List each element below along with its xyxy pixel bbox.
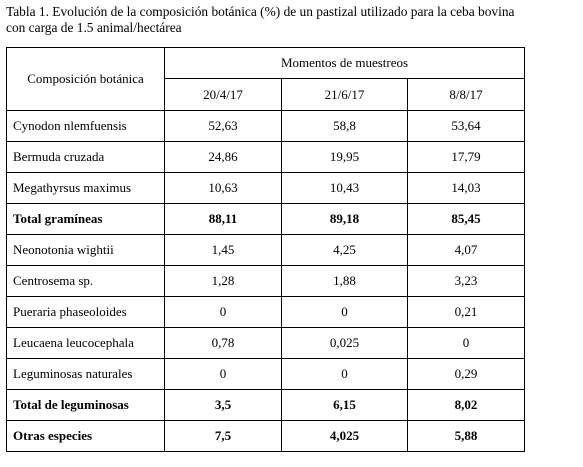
value-cell: 0 xyxy=(406,327,526,359)
value-cell: 14,03 xyxy=(406,172,526,204)
value-cell: 17,79 xyxy=(406,141,526,173)
value-cell: 7,5 xyxy=(164,420,282,452)
value-cell: 85,45 xyxy=(406,203,526,235)
species-name-cell: Otras especies xyxy=(6,420,165,452)
botanical-composition-table: Composición botánica Momentos de muestre… xyxy=(6,47,526,452)
value-cell: 4,07 xyxy=(406,234,526,266)
table-caption: Tabla 1. Evolución de la composición bot… xyxy=(6,4,581,35)
value-cell: 88,11 xyxy=(164,203,282,235)
species-name-cell: Leucaena leucocephala xyxy=(6,327,165,359)
value-cell: 10,43 xyxy=(281,172,408,204)
header-row: Composición botánica Momentos de muestre… xyxy=(6,47,526,111)
value-cell: 53,64 xyxy=(406,110,526,142)
species-name-cell: Total de leguminosas xyxy=(6,389,165,421)
species-name-cell: Bermuda cruzada xyxy=(6,141,165,173)
value-cell: 3,5 xyxy=(164,389,282,421)
value-cell: 0,78 xyxy=(164,327,282,359)
value-cell: 1,28 xyxy=(164,265,282,297)
date-header-2: 21/6/17 xyxy=(281,78,408,111)
value-cell: 24,86 xyxy=(164,141,282,173)
species-name-cell: Total gramíneas xyxy=(6,203,165,235)
date-header-row: 20/4/17 21/6/17 8/8/17 xyxy=(7,78,526,111)
table-row: Leguminosas naturales 0 0 0,29 xyxy=(6,358,526,390)
value-cell: 4,25 xyxy=(281,234,408,266)
table-row: Total gramíneas 88,11 89,18 85,45 xyxy=(6,203,526,235)
value-cell: 1,88 xyxy=(281,265,408,297)
species-name-cell: Megathyrsus maximus xyxy=(6,172,165,204)
value-cell: 8,02 xyxy=(406,389,526,421)
value-cell: 10,63 xyxy=(164,172,282,204)
table-row: Centrosema sp. 1,28 1,88 3,23 xyxy=(6,265,526,297)
species-name-cell: Cynodon nlemfuensis xyxy=(6,110,165,142)
caption-line-1: Tabla 1. Evolución de la composición bot… xyxy=(6,4,515,19)
species-name-cell: Leguminosas naturales xyxy=(6,358,165,390)
row-header-cell: Composición botánica xyxy=(6,47,165,111)
value-cell: 0 xyxy=(281,358,408,390)
table-row: Neonotonia wightii 1,45 4,25 4,07 xyxy=(6,234,526,266)
value-cell: 0 xyxy=(164,296,282,328)
date-header-1: 20/4/17 xyxy=(164,78,282,111)
caption-line-2: con carga de 1.5 animal/hectárea xyxy=(6,19,182,35)
table-row: Megathyrsus maximus 10,63 10,43 14,03 xyxy=(6,172,526,204)
value-cell: 0,29 xyxy=(406,358,526,390)
table-row: Otras especies 7,5 4,025 5,88 xyxy=(6,420,526,452)
value-cell: 19,95 xyxy=(281,141,408,173)
value-cell: 52,63 xyxy=(164,110,282,142)
value-cell: 1,45 xyxy=(164,234,282,266)
table-row: Bermuda cruzada 24,86 19,95 17,79 xyxy=(6,141,526,173)
table-row: Total de leguminosas 3,5 6,15 8,02 xyxy=(6,389,526,421)
value-cell: 5,88 xyxy=(406,420,526,452)
value-cell: 4,025 xyxy=(281,420,408,452)
value-cell: 0,025 xyxy=(281,327,408,359)
species-name-cell: Pueraria phaseoloides xyxy=(6,296,165,328)
species-name-cell: Centrosema sp. xyxy=(6,265,165,297)
value-cell: 58,8 xyxy=(281,110,408,142)
species-name-cell: Neonotonia wightii xyxy=(6,234,165,266)
value-cell: 0,21 xyxy=(406,296,526,328)
table-row: Leucaena leucocephala 0,78 0,025 0 xyxy=(6,327,526,359)
value-cell: 6,15 xyxy=(281,389,408,421)
value-cell: 89,18 xyxy=(281,203,408,235)
table-row: Cynodon nlemfuensis 52,63 58,8 53,64 xyxy=(6,110,526,142)
table-row: Pueraria phaseoloides 0 0 0,21 xyxy=(6,296,526,328)
date-header-3: 8/8/17 xyxy=(406,78,526,111)
value-cell: 0 xyxy=(164,358,282,390)
group-header-cell: Momentos de muestreos xyxy=(163,47,526,79)
value-cell: 0 xyxy=(281,296,408,328)
value-cell: 3,23 xyxy=(406,265,526,297)
